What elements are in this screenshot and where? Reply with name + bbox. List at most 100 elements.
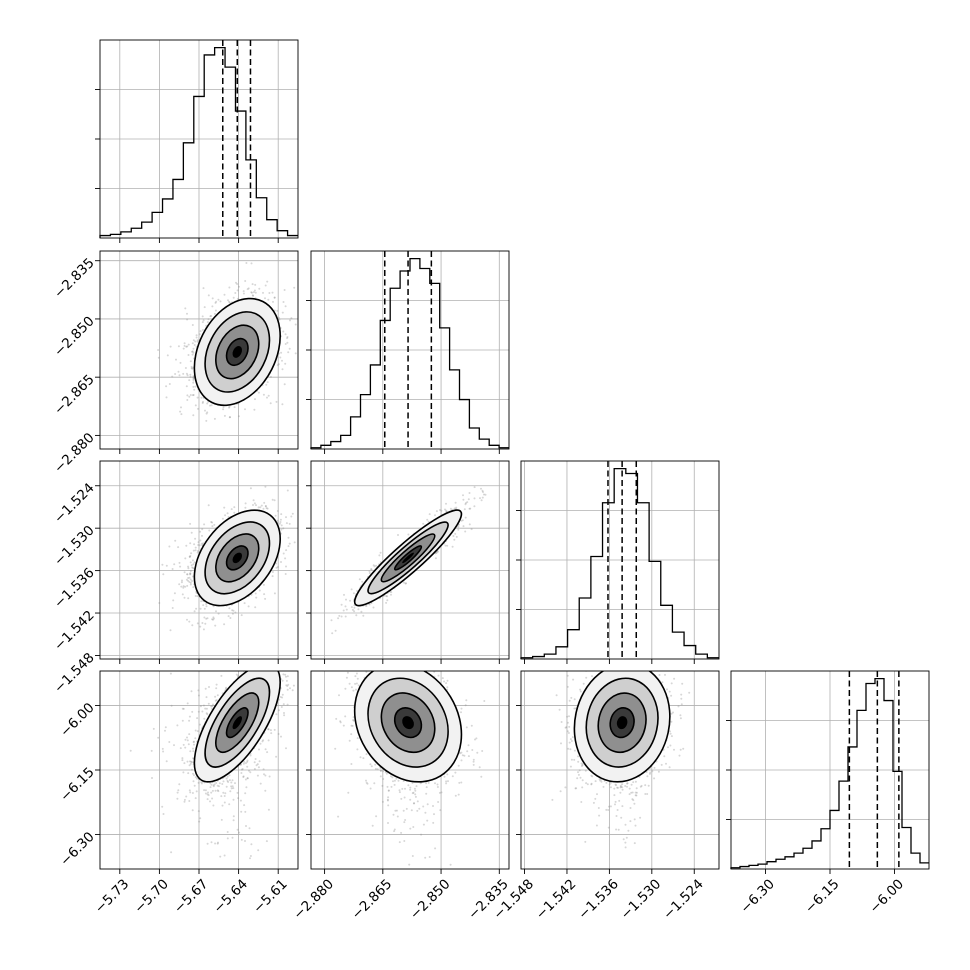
sample-point <box>473 486 476 489</box>
sample-point <box>233 406 236 409</box>
sample-point <box>278 698 281 701</box>
sample-point <box>202 542 205 545</box>
sample-point <box>183 344 186 347</box>
sample-point <box>289 319 291 322</box>
sample-point <box>215 300 218 303</box>
sample-point <box>204 409 206 412</box>
sample-point <box>223 623 226 626</box>
sample-point <box>193 610 196 613</box>
sample-point <box>187 565 190 568</box>
sample-point <box>261 740 264 743</box>
sample-point <box>210 783 213 786</box>
sample-point <box>232 609 235 612</box>
sample-point <box>464 530 467 533</box>
sample-point <box>262 583 265 586</box>
y-tick-label: −2.865 <box>51 372 98 419</box>
y-tick-label: −6.30 <box>57 829 98 870</box>
sample-point <box>264 748 267 751</box>
sample-point <box>179 361 182 364</box>
sample-point <box>285 747 287 750</box>
sample-point <box>186 345 189 348</box>
sample-point <box>276 364 279 367</box>
sample-point <box>178 561 181 564</box>
contour-line <box>193 297 281 407</box>
sample-point <box>279 518 282 521</box>
sample-point <box>185 544 188 547</box>
sample-point <box>210 521 213 523</box>
sample-point <box>271 575 274 578</box>
sample-point <box>244 762 247 765</box>
sample-point <box>176 791 179 794</box>
sample-point <box>223 854 226 857</box>
sample-point <box>266 381 269 384</box>
sample-point <box>418 807 421 810</box>
sample-point <box>285 679 288 682</box>
sample-point <box>186 739 189 742</box>
sample-point <box>269 402 272 405</box>
sample-point <box>256 763 259 766</box>
sample-point <box>385 772 388 775</box>
sample-point <box>353 610 356 613</box>
sample-point <box>201 402 204 404</box>
sample-point <box>264 597 267 600</box>
sample-point <box>181 719 184 722</box>
sample-point <box>187 567 190 570</box>
sample-point <box>281 679 284 682</box>
sample-point <box>255 596 258 599</box>
sample-point <box>405 582 407 585</box>
sample-point <box>192 740 195 743</box>
sample-point <box>182 585 185 588</box>
sample-point <box>263 773 265 776</box>
sample-point <box>236 283 239 285</box>
sample-point <box>173 592 176 595</box>
sample-point <box>192 379 195 382</box>
contour-line <box>193 671 281 783</box>
sample-point <box>182 771 185 774</box>
sample-point <box>365 779 367 782</box>
sample-point <box>192 741 195 744</box>
sample-point <box>208 686 210 688</box>
sample-point <box>197 689 200 692</box>
sample-point <box>194 385 197 388</box>
sample-point <box>270 732 273 735</box>
sample-point <box>196 339 199 342</box>
sample-point <box>214 301 217 304</box>
sample-point <box>194 776 197 779</box>
sample-point <box>272 661 274 663</box>
x-tick-label: −5.61 <box>250 876 291 917</box>
sample-point <box>161 747 164 750</box>
sample-point <box>191 350 193 353</box>
sample-point <box>184 585 187 588</box>
sample-point <box>403 581 405 584</box>
sample-point <box>234 611 237 614</box>
sample-point <box>266 751 269 754</box>
sample-point <box>198 333 201 336</box>
sample-point <box>264 505 267 507</box>
sample-point <box>362 614 365 617</box>
sample-point <box>452 535 455 537</box>
sample-point <box>245 786 248 789</box>
sample-point <box>193 388 196 391</box>
sample-point <box>252 499 255 502</box>
sample-point <box>211 789 214 792</box>
sample-point <box>222 406 225 409</box>
sample-point <box>484 493 487 496</box>
sample-point <box>277 733 280 735</box>
sample-point <box>170 851 173 854</box>
sample-point <box>293 541 296 544</box>
sample-point <box>227 299 229 302</box>
sample-point <box>460 519 463 522</box>
sample-point <box>285 675 287 678</box>
sample-point <box>434 557 437 560</box>
sample-point <box>280 513 283 516</box>
sample-point <box>287 351 290 354</box>
sample-point <box>382 770 385 773</box>
sample-point <box>189 522 192 525</box>
sample-point <box>211 797 214 800</box>
sample-point <box>204 707 207 710</box>
sample-point <box>206 402 209 405</box>
sample-point <box>185 795 188 798</box>
sample-point <box>243 760 246 763</box>
sample-point <box>250 843 253 846</box>
sample-point <box>188 800 191 802</box>
